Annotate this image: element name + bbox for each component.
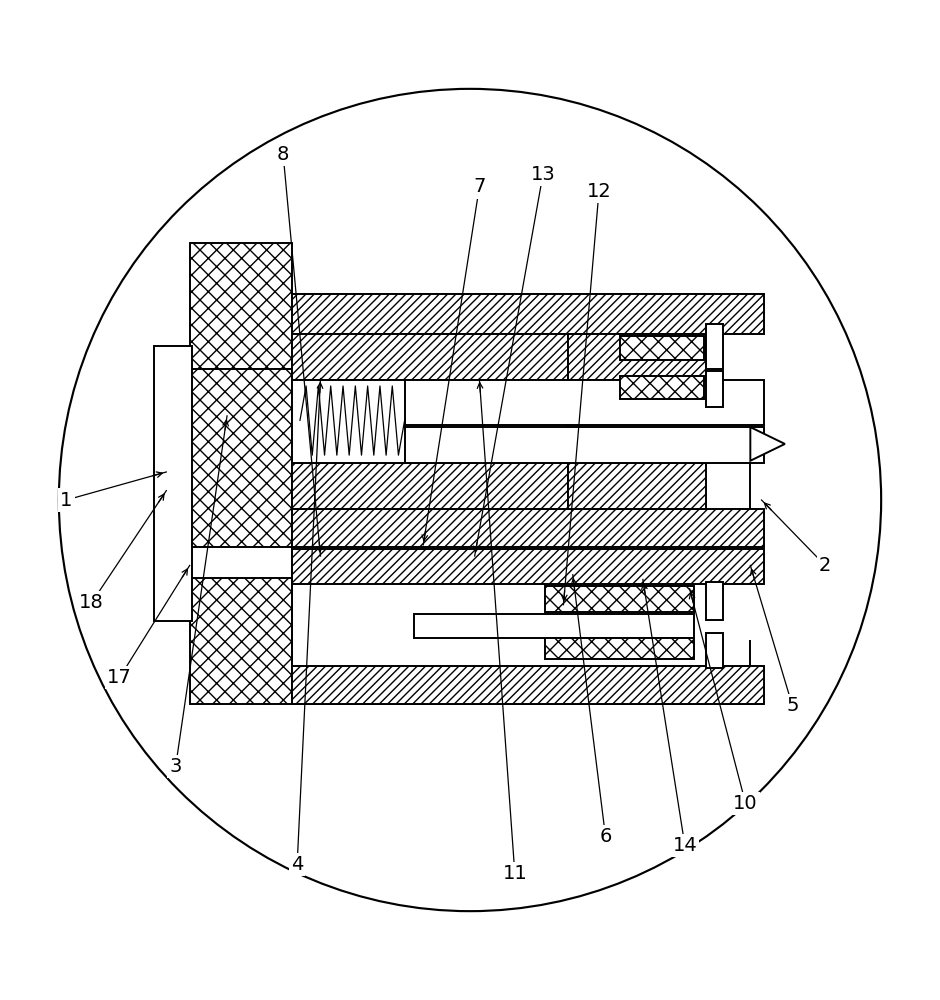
Bar: [545, 586, 695, 612]
Bar: [707, 633, 723, 668]
Bar: [292, 549, 764, 584]
Text: 17: 17: [107, 668, 132, 687]
Bar: [404, 427, 764, 463]
Bar: [619, 336, 704, 360]
Bar: [568, 463, 707, 509]
Bar: [292, 294, 764, 334]
Text: 5: 5: [786, 696, 799, 715]
Polygon shape: [750, 427, 785, 461]
Text: 7: 7: [473, 177, 486, 196]
Bar: [154, 346, 192, 621]
Text: 1: 1: [60, 491, 72, 510]
Bar: [292, 463, 568, 509]
Text: 4: 4: [291, 855, 304, 874]
Bar: [707, 324, 723, 369]
Bar: [707, 582, 723, 620]
Text: 3: 3: [169, 757, 181, 776]
Bar: [619, 376, 704, 399]
Bar: [292, 334, 568, 380]
Bar: [568, 334, 707, 380]
Polygon shape: [568, 334, 707, 399]
Bar: [404, 380, 764, 425]
Text: 8: 8: [277, 145, 290, 164]
Text: 6: 6: [600, 827, 612, 846]
Text: 2: 2: [819, 556, 831, 575]
Bar: [292, 666, 764, 704]
Bar: [707, 371, 723, 407]
Bar: [545, 638, 695, 659]
Text: 13: 13: [530, 165, 556, 184]
Bar: [414, 614, 695, 638]
Bar: [292, 509, 764, 547]
Bar: [190, 578, 292, 704]
Text: 12: 12: [587, 182, 611, 201]
Text: 11: 11: [503, 864, 527, 883]
Bar: [190, 369, 292, 547]
Bar: [292, 380, 568, 463]
Text: 14: 14: [672, 836, 697, 855]
Bar: [190, 243, 292, 369]
Text: 18: 18: [79, 593, 104, 612]
Text: 10: 10: [733, 794, 758, 813]
